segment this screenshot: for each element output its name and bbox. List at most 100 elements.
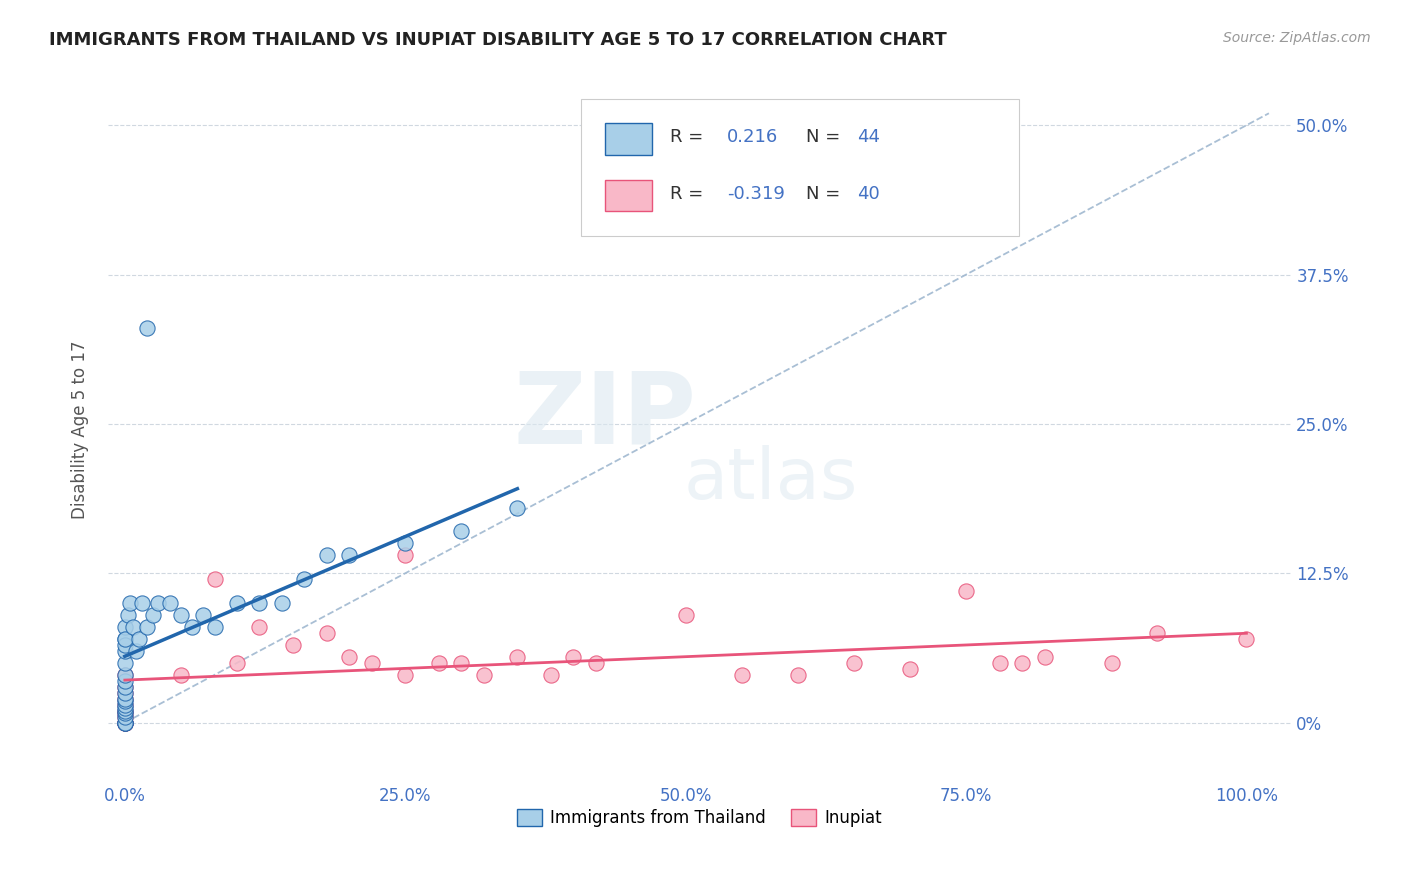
Text: Source: ZipAtlas.com: Source: ZipAtlas.com [1223,31,1371,45]
Point [136,620,159,634]
Point [170,608,193,623]
Y-axis label: Disability Age 5 to 17: Disability Age 5 to 17 [72,341,89,519]
Point [142,608,165,623]
Point [292,572,315,586]
Point [114,638,136,652]
Bar [605,123,652,155]
Point [114,715,136,730]
Point [114,686,136,700]
Point [988,656,1011,670]
Point [1146,626,1168,640]
Point [131,596,153,610]
Point [114,704,136,718]
Point [842,656,865,670]
Point [181,620,204,634]
Point [450,656,472,670]
Point [114,715,136,730]
Point [427,656,450,670]
Point [450,524,472,539]
Text: R =: R = [671,185,709,202]
Text: 44: 44 [858,128,880,146]
Point [114,709,136,723]
Point [114,701,136,715]
Point [315,626,337,640]
Point [114,680,136,694]
Point [472,668,495,682]
FancyBboxPatch shape [581,99,1019,236]
Point [114,668,136,682]
Point [281,638,304,652]
Legend: Immigrants from Thailand, Inupiat: Immigrants from Thailand, Inupiat [510,803,889,834]
Point [360,656,382,670]
Point [114,694,136,708]
Point [114,673,136,688]
Point [159,596,181,610]
Point [114,715,136,730]
Point [249,620,271,634]
Point [114,632,136,646]
Point [136,321,159,335]
Point [117,608,139,623]
Point [114,691,136,706]
Point [114,656,136,670]
Point [114,706,136,720]
Point [114,715,136,730]
Point [394,536,416,550]
Point [1101,656,1123,670]
Point [114,709,136,723]
Point [506,500,529,515]
Point [204,620,226,634]
Point [337,549,360,563]
Point [562,649,585,664]
Point [114,715,136,730]
Point [898,662,921,676]
Point [249,596,271,610]
Text: atlas: atlas [683,445,858,514]
Point [1011,656,1033,670]
Point [114,620,136,634]
Point [114,686,136,700]
Point [337,649,360,664]
Point [506,649,529,664]
Point [394,668,416,682]
Point [114,644,136,658]
Point [1033,649,1056,664]
Point [1236,632,1258,646]
Point [731,668,754,682]
Point [120,596,142,610]
Point [394,549,416,563]
Text: ZIP: ZIP [513,368,696,465]
Text: -0.319: -0.319 [727,185,785,202]
Point [786,668,808,682]
Point [204,572,226,586]
Bar [605,179,652,211]
Point [193,608,215,623]
Point [114,704,136,718]
Point [170,668,193,682]
Point [114,632,136,646]
Text: IMMIGRANTS FROM THAILAND VS INUPIAT DISABILITY AGE 5 TO 17 CORRELATION CHART: IMMIGRANTS FROM THAILAND VS INUPIAT DISA… [49,31,948,49]
Text: R =: R = [671,128,709,146]
Point [128,632,150,646]
Point [540,668,562,682]
Point [114,698,136,712]
Text: 0.216: 0.216 [727,128,778,146]
Text: N =: N = [806,185,846,202]
Point [114,706,136,720]
Point [585,656,607,670]
Point [148,596,170,610]
Point [955,584,977,599]
Point [114,715,136,730]
Point [226,596,249,610]
Point [114,698,136,712]
Point [675,608,697,623]
Point [121,620,143,634]
Point [125,644,148,658]
Text: 40: 40 [858,185,880,202]
Point [226,656,249,670]
Point [114,668,136,682]
Text: N =: N = [806,128,846,146]
Point [114,691,136,706]
Point [315,549,337,563]
Point [114,680,136,694]
